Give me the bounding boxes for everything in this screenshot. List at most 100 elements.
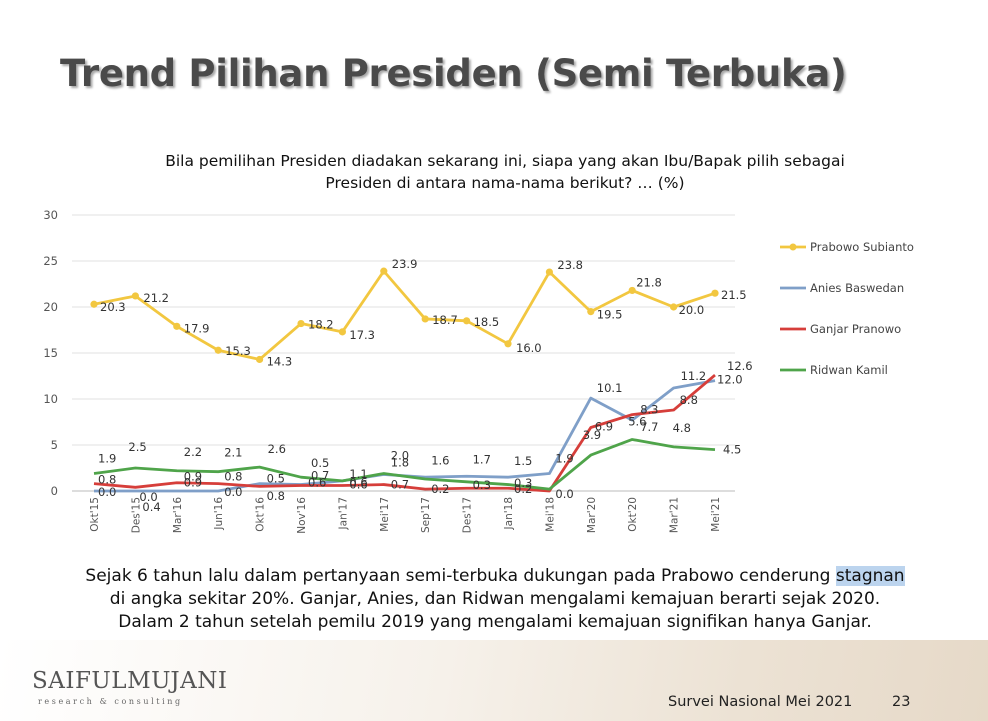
trend-line-chart: 0 5 10 15 20 25 30 Okt'15 Des'15 Mar'16 Jun'16 Okt'… [43, 208, 914, 534]
data-label: 0.6 [349, 477, 367, 491]
data-label: 14.3 [267, 354, 293, 368]
question-line-2: Presiden di antara nama-nama berikut? … … [325, 174, 685, 192]
data-label: 17.3 [349, 328, 375, 342]
data-label: 1.5 [514, 454, 532, 468]
data-label: 0.9 [184, 470, 202, 484]
x-tick-label: Jan'18 [503, 497, 515, 530]
data-label: 21.8 [636, 275, 662, 289]
x-tick-label: Okt'20 [627, 497, 639, 532]
legend-label: Prabowo Subianto [810, 240, 914, 254]
data-label: 18.7 [432, 313, 458, 327]
data-label: 0.5 [267, 471, 285, 485]
data-point [297, 319, 305, 328]
x-tick-label: Mei'21 [710, 497, 722, 532]
data-label: 4.8 [673, 421, 691, 435]
data-label: 0.3 [514, 476, 532, 490]
data-label: 10.1 [597, 381, 623, 395]
data-label: 21.5 [721, 288, 747, 302]
x-tick-label: Mei'18 [544, 497, 556, 532]
x-tick-label: Des'17 [462, 497, 474, 533]
data-label: 0.0 [139, 490, 157, 504]
data-point [256, 355, 264, 364]
data-point [628, 286, 636, 295]
company-logo-subtitle: research & consulting [38, 697, 183, 706]
data-point [214, 346, 222, 354]
data-point [421, 315, 429, 323]
data-point [380, 267, 388, 275]
data-label: 0.0 [98, 485, 116, 499]
data-label: 0.6 [308, 475, 326, 489]
data-label: 0.8 [98, 473, 116, 487]
data-label: 2.2 [184, 445, 202, 459]
data-point [131, 292, 139, 300]
data-label: 15.3 [225, 344, 251, 358]
x-tick-label: Sep'17 [420, 497, 432, 533]
data-label: 1.1 [349, 467, 367, 481]
data-point [587, 308, 595, 316]
summary-text: Sejak 6 tahun lalu dalam pertanyaan semi… [20, 565, 970, 634]
slide-title: Trend Pilihan Presiden (Semi Terbuka) [60, 52, 847, 95]
data-point [463, 317, 471, 325]
data-label: 12.0 [717, 373, 743, 387]
data-label: 0.8 [224, 470, 242, 484]
data-label: 18.5 [474, 315, 500, 329]
data-label: 6.9 [595, 420, 613, 434]
data-point [90, 300, 98, 308]
summary-line-2: di angka sekitar 20%. Ganjar, Anies, dan… [109, 589, 881, 609]
data-label: 0.8 [267, 489, 285, 503]
y-tick-label: 0 [51, 484, 58, 498]
data-label: 4.5 [723, 443, 741, 457]
data-label: 0.6 [349, 475, 367, 489]
data-point [173, 322, 181, 330]
data-label: 20.0 [679, 303, 705, 317]
footer-survey-name: Survei Nasional Mei 2021 [668, 694, 853, 710]
data-label: 18.2 [308, 318, 334, 332]
y-tick-label: 25 [43, 254, 58, 268]
y-tick-label: 20 [43, 300, 58, 314]
survey-question: Bila pemilihan Presiden diadakan sekaran… [100, 150, 910, 194]
data-label: 19.5 [597, 308, 623, 322]
x-tick-label: Jun'16 [213, 497, 225, 531]
data-label: 1.9 [98, 452, 116, 466]
data-label: 0.5 [311, 456, 329, 470]
series-line [93, 269, 716, 361]
x-tick-label: Jan'17 [337, 497, 349, 530]
data-label: 7.7 [640, 420, 658, 434]
data-label: 0.7 [311, 469, 329, 483]
legend-label: Anies Baswedan [810, 281, 904, 295]
data-label: 1.8 [391, 455, 409, 469]
data-label: 8.3 [640, 403, 658, 417]
highlighted-word: stagnan [835, 566, 905, 586]
y-tick-label: 15 [43, 346, 58, 360]
data-label: 23.9 [392, 257, 418, 271]
footer-background [0, 640, 988, 721]
data-label: 0.0 [224, 485, 242, 499]
summary-line-3: Dalam 2 tahun setelah pemilu 2019 yang m… [118, 612, 872, 632]
data-label: 0.3 [473, 478, 491, 492]
data-label: 0.7 [391, 478, 409, 492]
data-label: 0.0 [555, 487, 573, 501]
data-label: 2.1 [224, 446, 242, 460]
data-label: 1.7 [473, 452, 491, 466]
question-line-1: Bila pemilihan Presiden diadakan sekaran… [165, 152, 845, 170]
data-label: 17.9 [184, 321, 210, 335]
data-label: 0.2 [431, 482, 449, 496]
data-label: 11.2 [681, 369, 707, 383]
summary-line-1-text: Sejak 6 tahun lalu dalam pertanyaan semi… [85, 566, 836, 586]
data-label: 5.6 [628, 414, 646, 428]
data-label: 2.5 [128, 440, 146, 454]
data-point [504, 340, 512, 348]
data-point [545, 268, 554, 276]
legend-label: Ridwan Kamil [810, 363, 888, 377]
y-tick-label: 10 [43, 392, 58, 406]
data-label: 23.8 [557, 258, 583, 272]
series-line [93, 374, 716, 493]
legend-marker [789, 243, 797, 251]
x-tick-label: Mar'16 [172, 497, 184, 533]
data-label: 8.8 [680, 393, 698, 407]
data-label: 20.3 [100, 300, 126, 314]
data-label: 0.2 [514, 482, 532, 496]
data-label: 2.6 [268, 442, 286, 456]
x-tick-label: Mar'20 [586, 497, 598, 533]
y-tick-label: 30 [43, 208, 58, 222]
